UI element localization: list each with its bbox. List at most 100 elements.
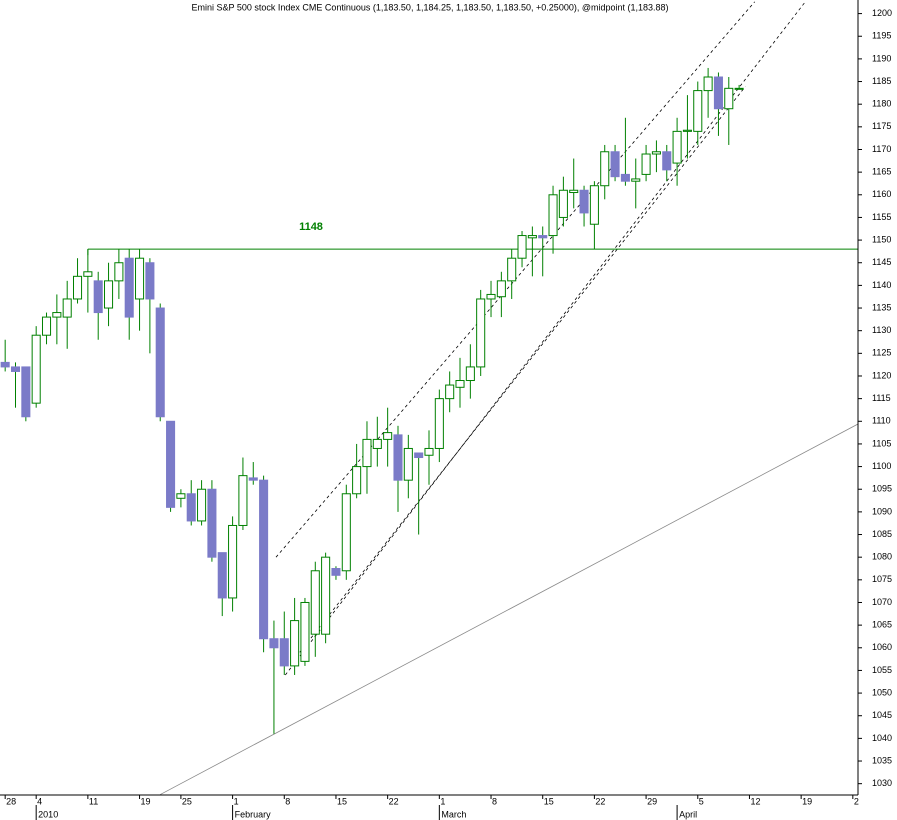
candle-body [539,236,547,238]
month-label: 2010 [38,809,58,819]
x-tick-label: 4 [37,796,42,806]
candle-body [714,77,722,109]
y-tick-label: 1150 [872,234,891,244]
candle-body [249,478,257,480]
candle-body [105,281,113,308]
x-tick-label: 1 [440,796,445,806]
candle-body [404,448,412,480]
x-tick-label: 25 [182,796,192,806]
candle-body [177,494,185,499]
candle-body [42,317,50,335]
y-tick-label: 1190 [872,53,891,63]
candle-body [94,281,102,313]
candle-body [146,263,154,299]
y-tick-label: 1135 [872,302,891,312]
x-tick-label: 5 [699,796,704,806]
y-tick-label: 1040 [872,733,892,743]
candle-body [663,152,671,170]
y-tick-label: 1165 [872,167,891,177]
x-tick-label: 29 [647,796,657,806]
y-tick-label: 1070 [872,597,892,607]
candle-body [487,294,495,299]
y-tick-label: 1130 [872,325,891,335]
y-tick-label: 1100 [872,461,891,471]
y-tick-label: 1105 [872,438,891,448]
y-tick-label: 1055 [872,665,892,675]
candle-body [559,190,567,217]
y-tick-label: 1200 [872,8,892,18]
candle-body [528,236,536,238]
y-tick-label: 1080 [872,552,892,562]
candle-body [280,639,288,666]
candle-body [84,272,92,277]
x-tick-label: 8 [492,796,497,806]
candle-body [218,553,226,598]
candle-body [270,639,278,648]
candle-body [384,433,392,440]
y-tick-label: 1125 [872,348,891,358]
month-label: February [235,809,272,819]
candle-body [342,494,350,571]
x-tick-label: 19 [141,796,151,806]
y-tick-label: 1170 [872,144,891,154]
y-tick-label: 1030 [872,778,892,788]
y-tick-label: 1155 [872,212,891,222]
x-tick-label: 19 [802,796,812,806]
candle-body [208,489,216,557]
candle-body [694,91,702,132]
candle-body [22,367,30,417]
candle-body [446,385,454,399]
candle-body [621,174,629,181]
candle-body [63,299,71,317]
x-tick-label: 8 [285,796,290,806]
candle-body [652,152,660,154]
x-tick-label: 22 [595,796,605,806]
y-tick-label: 1050 [872,687,892,697]
candle-body [549,195,557,236]
x-tick-label: 15 [337,796,347,806]
y-tick-label: 1175 [872,121,891,131]
candle-body [518,236,526,259]
level-label: 1148 [299,221,323,233]
candle-body [32,335,40,403]
y-tick-label: 1085 [872,529,892,539]
x-tick-label: 28 [6,796,16,806]
candle-body [425,448,433,455]
candle-body [291,621,299,666]
candle-body [322,557,330,634]
candle-body [611,152,619,177]
x-tick-label: 22 [389,796,399,806]
candle-body [673,131,681,163]
y-tick-label: 1195 [872,31,891,41]
candle-body [363,439,371,466]
candle-body [725,88,733,108]
month-label: March [441,809,466,819]
candle-body [198,489,206,521]
candle-body [466,367,474,381]
y-tick-label: 1145 [872,257,891,267]
y-tick-label: 1120 [872,370,891,380]
candle-body [580,190,588,213]
candle-body [415,453,423,458]
y-tick-label: 1065 [872,620,892,630]
y-tick-label: 1060 [872,642,892,652]
x-tick-label: 15 [544,796,554,806]
candle-body [115,263,123,281]
candle-body [632,179,640,181]
candle-body [508,258,516,281]
y-tick-label: 1140 [872,280,891,290]
candle-body [73,276,81,299]
candle-body [497,281,505,297]
candle-body [311,571,319,634]
x-tick-label: 2 [854,796,859,806]
chart-title: Emini S&P 500 stock Index CME Continuous… [191,2,668,12]
candle-body [239,476,247,526]
candle-body [11,367,19,372]
y-tick-label: 1095 [872,484,892,494]
y-tick-label: 1115 [872,393,891,403]
candle-body [53,313,61,318]
candle-body [456,381,464,388]
y-tick-label: 1035 [872,755,892,765]
